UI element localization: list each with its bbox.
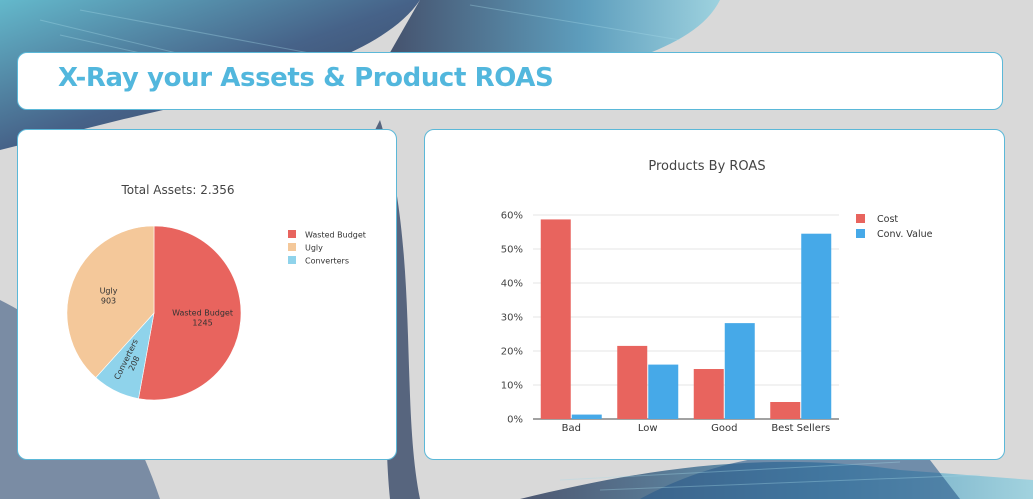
assets-pie-card: Total Assets: 2.356 Wasted Budget 1245 Conv…	[17, 129, 397, 460]
x-tick-label: Bad	[562, 423, 581, 434]
legend-label-cost: Cost	[877, 214, 898, 225]
legend-label-ugly: Ugly	[305, 244, 323, 253]
legend-swatch-cost	[856, 214, 865, 223]
bar-conv-value	[648, 364, 679, 419]
legend-swatch-wasted-budget	[288, 230, 296, 238]
pie-label-name: Ugly	[100, 287, 118, 296]
pie-label-value: 1245	[192, 318, 212, 327]
pie-label-name: Wasted Budget	[172, 308, 233, 317]
bar-conv-value	[724, 323, 755, 419]
pie-title: Total Assets: 2.356	[120, 183, 234, 197]
page-title: X-Ray your Assets & Product ROAS	[58, 63, 554, 93]
legend-label-conv-value: Conv. Value	[877, 229, 933, 240]
bar-cost	[540, 219, 571, 419]
y-tick-label: 20%	[501, 347, 523, 358]
y-tick-label: 10%	[501, 381, 523, 392]
pie-label-value: 903	[101, 297, 116, 306]
pie-slice-ugly	[66, 225, 155, 379]
bar-conv-value	[571, 414, 602, 419]
legend-swatch-ugly	[288, 243, 296, 251]
y-tick-label: 0%	[507, 415, 523, 426]
legend-swatch-converters	[288, 256, 296, 264]
y-tick-label: 30%	[501, 313, 523, 324]
bar-cost	[770, 402, 801, 419]
legend-label-converters: Converters	[305, 257, 349, 266]
bar-conv-value	[801, 233, 832, 419]
bar-cost	[693, 369, 724, 419]
legend-label-wasted-budget: Wasted Budget	[305, 231, 366, 240]
y-tick-label: 50%	[501, 245, 523, 256]
x-tick-label: Best Sellers	[771, 423, 830, 434]
x-tick-label: Good	[711, 423, 737, 434]
roas-bar-chart: Products By ROAS 0% 10% 20% 30% 40% 50% 60% Bad L…	[501, 159, 933, 434]
x-tick-label: Low	[638, 423, 658, 434]
y-tick-label: 40%	[501, 279, 523, 290]
roas-bar-card: Products By ROAS 0% 10% 20% 30% 40% 50% 60% Bad L…	[424, 129, 1005, 460]
legend-swatch-conv-value	[856, 229, 865, 238]
bar-title: Products By ROAS	[648, 159, 765, 174]
bar-cost	[617, 345, 648, 419]
pie-slice-wasted-budget	[138, 225, 242, 401]
y-tick-label: 60%	[501, 211, 523, 222]
header-card: X-Ray your Assets & Product ROAS	[17, 52, 1003, 110]
